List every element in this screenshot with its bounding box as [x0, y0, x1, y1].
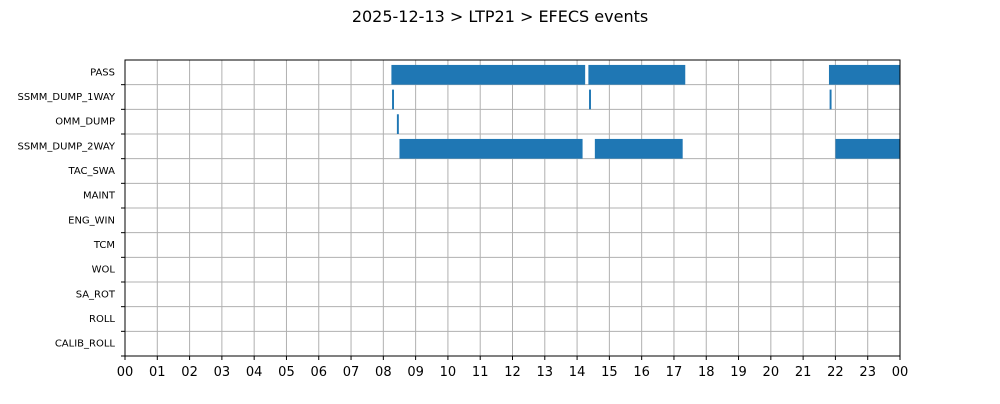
- event-bar: [399, 138, 583, 159]
- x-tick-label: 18: [698, 365, 715, 380]
- x-tick-label: 14: [569, 365, 586, 380]
- x-tick-label: 02: [181, 365, 198, 380]
- event-bar: [829, 89, 832, 110]
- x-tick-label: 22: [827, 365, 844, 380]
- event-bar: [835, 138, 900, 159]
- y-tick-label: PASS: [90, 67, 115, 78]
- y-tick-label: SSMM_DUMP_1WAY: [17, 92, 115, 103]
- y-tick-label: SSMM_DUMP_2WAY: [17, 141, 115, 152]
- x-axis-ticks: 00 01 02 03 04 05 06 07 08 09 10 11 12 13 14 15 16 17 18 19…: [117, 356, 909, 380]
- x-tick-label: 09: [407, 365, 424, 380]
- y-axis-ticks: PASS SSMM_DUMP_1WAY OMM_DUMP SSMM_DUMP_2WAY…: [17, 67, 125, 357]
- x-tick-label: 05: [278, 365, 295, 380]
- x-tick-label: 00: [117, 365, 134, 380]
- y-tick-label: SA_ROT: [76, 289, 116, 300]
- x-tick-label: 23: [859, 365, 876, 380]
- y-tick-label: TCM: [93, 240, 115, 251]
- event-bar: [391, 64, 586, 85]
- x-tick-label: 06: [310, 365, 327, 380]
- y-tick-label: WOL: [92, 265, 116, 276]
- y-tick-label: CALIB_ROLL: [55, 339, 116, 350]
- x-tick-label: 16: [633, 365, 650, 380]
- grid-layer: [124, 60, 901, 357]
- x-tick-label: 08: [375, 365, 392, 380]
- event-bar: [588, 64, 686, 85]
- x-tick-label: 03: [214, 365, 231, 380]
- bars-layer: [391, 64, 900, 159]
- x-tick-label: 20: [763, 365, 780, 380]
- x-tick-label: 19: [730, 365, 747, 380]
- y-tick-label: ENG_WIN: [68, 215, 115, 226]
- event-bar: [396, 114, 399, 134]
- event-bar: [594, 138, 683, 159]
- event-bar: [589, 89, 591, 110]
- x-tick-label: 12: [504, 365, 521, 380]
- x-tick-label: 11: [472, 365, 489, 380]
- x-tick-label: 07: [343, 365, 360, 380]
- x-tick-label: 10: [440, 365, 457, 380]
- x-tick-label: 01: [149, 365, 166, 380]
- x-tick-label: 00: [892, 365, 909, 380]
- y-tick-label: ROLL: [89, 314, 115, 325]
- x-tick-label: 17: [666, 365, 683, 380]
- y-tick-label: OMM_DUMP: [55, 117, 115, 128]
- y-tick-label: TAC_SWA: [67, 166, 115, 177]
- x-tick-label: 21: [795, 365, 812, 380]
- y-tick-label: MAINT: [83, 191, 116, 202]
- event-bar: [392, 89, 394, 110]
- chart-title: 2025-12-13 > LTP21 > EFECS events: [352, 7, 648, 26]
- x-tick-label: 15: [601, 365, 618, 380]
- event-bar: [828, 64, 900, 85]
- x-tick-label: 13: [537, 365, 554, 380]
- x-tick-label: 04: [246, 365, 263, 380]
